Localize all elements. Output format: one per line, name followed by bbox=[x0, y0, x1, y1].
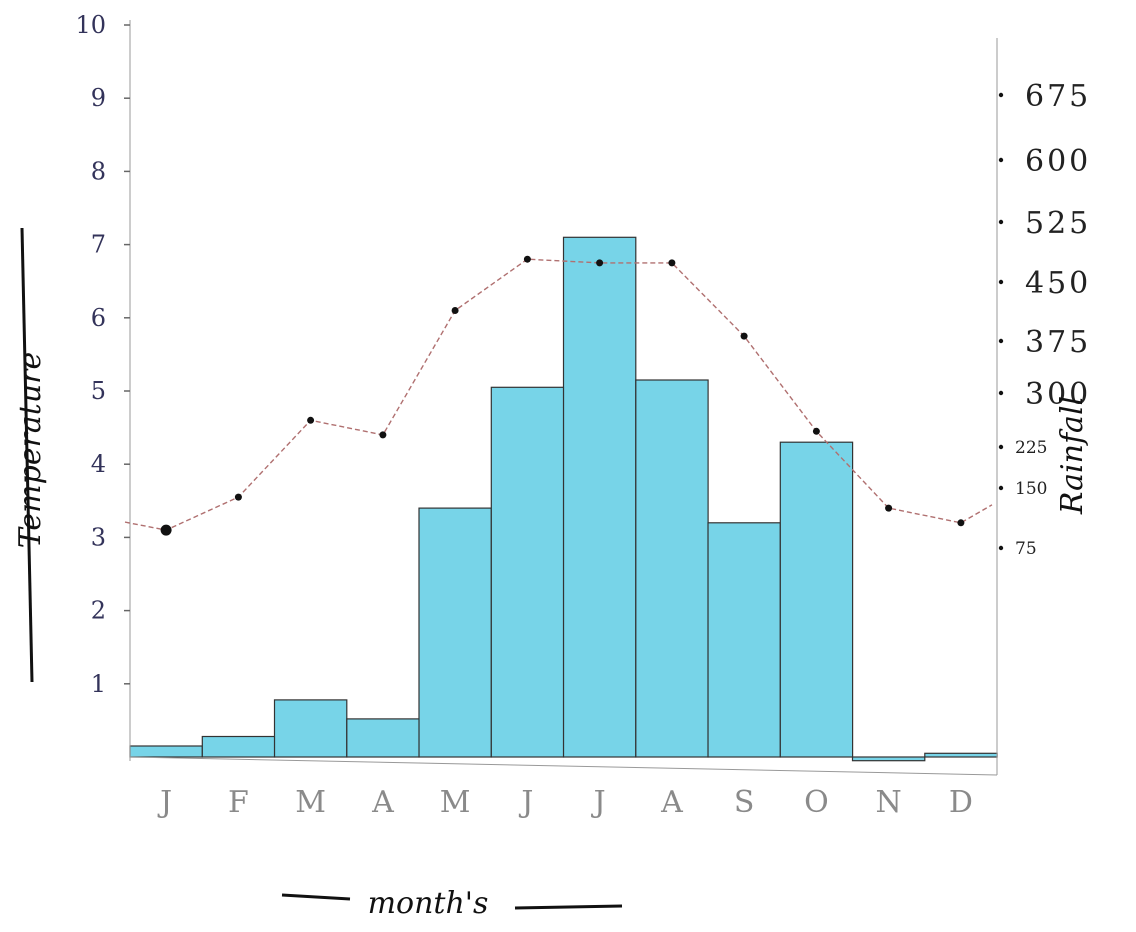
x-tick-3: A bbox=[371, 785, 394, 820]
line-point-6 bbox=[596, 259, 604, 267]
y-left-tick-10: 10 bbox=[75, 11, 106, 39]
x-tick-9: O bbox=[804, 785, 829, 820]
x-tick-6: J bbox=[591, 785, 606, 820]
x-tick-1: F bbox=[228, 785, 249, 820]
y-left-tick-8: 8 bbox=[91, 157, 106, 185]
y-right-tick-mark-375 bbox=[998, 338, 1004, 344]
x-tick-8: S bbox=[734, 785, 755, 820]
bar-2 bbox=[273, 699, 348, 758]
labels-layer: 1 2 3 4 5 6 7 8 9 10 75 150 225 300 375 450 525 600 675 J F M… bbox=[75, 11, 1091, 820]
y-right-tick-150: 150 bbox=[1015, 479, 1047, 499]
y-right-tick-mark-75 bbox=[998, 545, 1004, 551]
temperature-line bbox=[124, 258, 993, 531]
bar-11 bbox=[924, 752, 998, 758]
bar-3 bbox=[346, 718, 420, 758]
line-point-10 bbox=[885, 504, 893, 512]
y-left-tick-4: 4 bbox=[91, 450, 106, 478]
line-point-0 bbox=[160, 524, 172, 536]
bar-1 bbox=[201, 735, 276, 758]
axes-layer bbox=[124, 20, 1004, 776]
y-left-tick-5: 5 bbox=[91, 377, 106, 405]
bar-5 bbox=[490, 386, 565, 758]
y-left-tick-3: 3 bbox=[91, 523, 106, 551]
bar-7 bbox=[635, 379, 709, 758]
y-right-tick-mark-600 bbox=[998, 157, 1004, 163]
line-point-4 bbox=[451, 307, 459, 314]
x-tick-0: J bbox=[157, 785, 172, 820]
line-point-8 bbox=[740, 332, 748, 340]
bar-10 bbox=[851, 756, 926, 762]
y-left-tick-1: 1 bbox=[91, 670, 106, 698]
y-right-tick-375: 375 bbox=[1025, 325, 1091, 360]
y-right-tick-675: 675 bbox=[1025, 79, 1091, 114]
bar-8 bbox=[707, 522, 781, 758]
line-point-11 bbox=[957, 519, 965, 527]
bar-9 bbox=[779, 441, 854, 758]
line-point-1 bbox=[234, 493, 242, 501]
x-title-dash-right bbox=[514, 904, 623, 910]
y-right-axis-title: Rainfall bbox=[1055, 396, 1090, 515]
bars-layer bbox=[129, 236, 998, 762]
y-right-tick-600: 600 bbox=[1025, 144, 1091, 179]
y-left-tick-2: 2 bbox=[91, 597, 106, 625]
y-left-tick-7: 7 bbox=[91, 231, 106, 259]
x-tick-10: N bbox=[875, 785, 901, 820]
line-point-7 bbox=[668, 259, 676, 267]
bar-4 bbox=[418, 507, 492, 758]
x-tick-11: D bbox=[949, 785, 973, 820]
y-right-tick-450: 450 bbox=[1025, 266, 1091, 301]
line-point-3 bbox=[379, 431, 387, 439]
y-right-tick-mark-525 bbox=[998, 219, 1004, 225]
line-layer bbox=[124, 255, 993, 536]
y-right-tick-300: 300 bbox=[1025, 377, 1091, 412]
x-tick-7: A bbox=[660, 785, 683, 820]
y-left-title-dash bbox=[20, 227, 34, 683]
x-title-dash-left bbox=[281, 893, 351, 901]
y-right-tick-mark-150 bbox=[998, 485, 1004, 491]
x-tick-5: J bbox=[518, 785, 533, 820]
y-left-tick-9: 9 bbox=[91, 84, 106, 112]
bar-0 bbox=[129, 745, 203, 758]
y-right-tick-mark-300 bbox=[998, 390, 1004, 396]
y-right-tick-mark-675 bbox=[998, 92, 1004, 98]
y-left-axis-title: Temperature bbox=[13, 352, 48, 549]
y-right-tick-525: 525 bbox=[1025, 206, 1091, 241]
x-axis-title: month's bbox=[368, 886, 489, 921]
y-right-tick-mark-225 bbox=[998, 444, 1004, 450]
y-right-tick-75: 75 bbox=[1015, 539, 1037, 559]
line-point-2 bbox=[307, 416, 315, 424]
x-axis-line bbox=[129, 756, 998, 776]
line-point-5 bbox=[523, 255, 531, 263]
y-right-tick-mark-450 bbox=[998, 279, 1004, 285]
line-point-9 bbox=[812, 427, 820, 435]
x-tick-4: M bbox=[440, 785, 471, 820]
y-left-tick-6: 6 bbox=[91, 304, 106, 332]
y-right-tick-225: 225 bbox=[1015, 438, 1047, 458]
bar-6 bbox=[562, 236, 637, 758]
x-tick-2: M bbox=[295, 785, 326, 820]
